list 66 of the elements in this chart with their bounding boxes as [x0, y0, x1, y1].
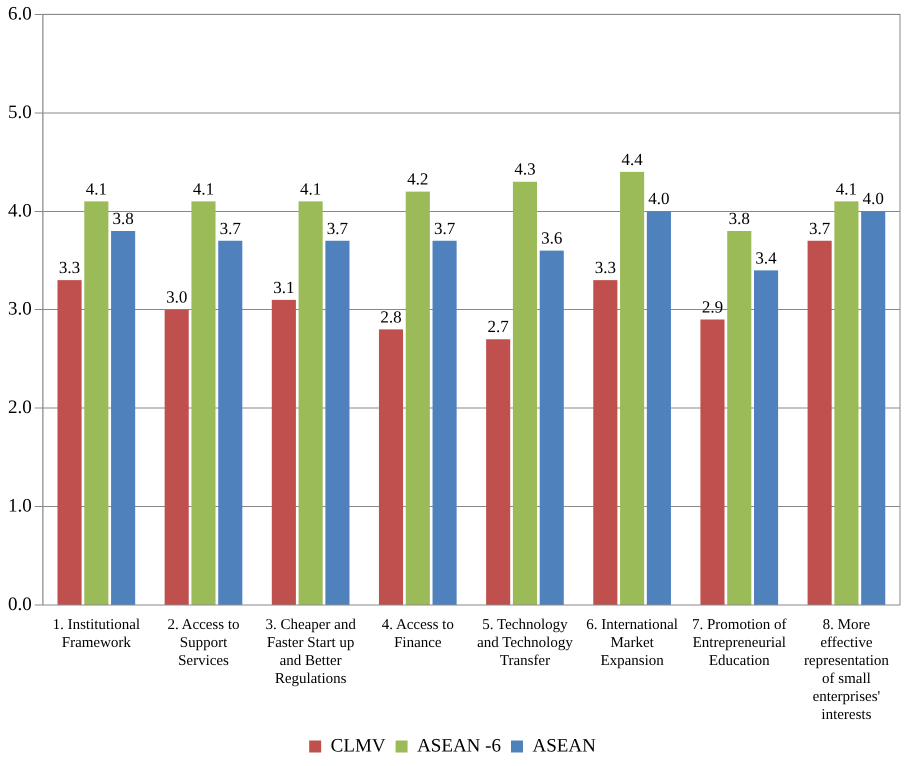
x-tick-label: 1. Institutional Framework — [52, 616, 140, 651]
x-tick-label: 6. International Market Expansion — [586, 616, 678, 669]
y-tick-label: 5.0 — [8, 102, 32, 123]
bar — [861, 211, 886, 604]
data-label: 3.7 — [434, 218, 456, 238]
x-tick-label: 8. More effective representation of small enterprises' interests — [804, 616, 890, 723]
data-label: 3.8 — [112, 208, 134, 228]
bar — [164, 310, 189, 604]
y-tick-label: 3.0 — [8, 298, 32, 320]
data-label: 3.6 — [541, 228, 562, 248]
data-label: 3.7 — [326, 218, 349, 238]
bar — [593, 280, 618, 604]
y-tick-label: 4.0 — [8, 200, 32, 222]
y-tick-label: 1.0 — [8, 496, 32, 517]
legend-label: ASEAN -6 — [417, 735, 501, 756]
bar — [808, 240, 832, 604]
y-tick-label: 0.0 — [8, 594, 32, 615]
bar — [512, 182, 538, 604]
y-tick-label: 6.0 — [8, 3, 32, 24]
bar — [620, 172, 644, 604]
data-label: 4.3 — [514, 160, 536, 179]
x-tick-label: 7. Promotion of Entrepreneurial Education — [692, 616, 787, 669]
data-label: 2.9 — [702, 298, 724, 317]
bar — [834, 201, 858, 604]
legend-label: ASEAN — [532, 735, 596, 756]
data-label: 3.3 — [58, 258, 80, 278]
legend-label: CLMV — [330, 735, 386, 756]
x-tick-label: 3. Cheaper and Faster Start up and Better Regulations — [265, 616, 356, 687]
bar — [646, 211, 671, 604]
x-tick-label: 2. Access to Support Services — [167, 616, 240, 669]
data-label: 4.2 — [407, 170, 428, 189]
bar — [727, 230, 752, 604]
data-label: 3.0 — [166, 288, 188, 307]
bar — [218, 240, 242, 604]
bar — [57, 280, 82, 604]
bar — [540, 250, 564, 604]
data-label: 2.8 — [380, 307, 402, 326]
data-label: 3.1 — [273, 278, 294, 297]
data-label: 3.8 — [728, 208, 750, 228]
bar — [191, 201, 216, 604]
data-label: 4.1 — [86, 179, 107, 198]
data-label: 3.7 — [220, 218, 242, 238]
bar — [754, 270, 778, 604]
bar — [111, 230, 136, 604]
y-tick-label: 2.0 — [8, 397, 32, 418]
bar — [700, 320, 725, 604]
data-label: 4.4 — [621, 150, 644, 169]
bar — [406, 192, 430, 604]
bar — [325, 240, 350, 604]
data-label: 3.7 — [809, 218, 831, 238]
bar — [432, 240, 457, 604]
bar — [378, 329, 404, 604]
data-label: 4.1 — [836, 179, 858, 198]
data-label: 4.1 — [300, 179, 322, 198]
bar — [84, 201, 108, 604]
bar — [486, 339, 510, 604]
bar — [298, 201, 323, 604]
bar — [272, 300, 296, 604]
data-label: 2.7 — [488, 317, 510, 336]
data-label: 4.0 — [648, 189, 670, 208]
x-tick-label: 5. Technology and Technology Transfer — [477, 616, 574, 669]
data-label: 4.1 — [192, 179, 214, 198]
x-tick-label: 4. Access to Finance — [382, 616, 454, 651]
data-label: 4.0 — [862, 189, 884, 208]
data-label: 3.4 — [755, 248, 778, 268]
data-label: 3.3 — [594, 258, 616, 278]
